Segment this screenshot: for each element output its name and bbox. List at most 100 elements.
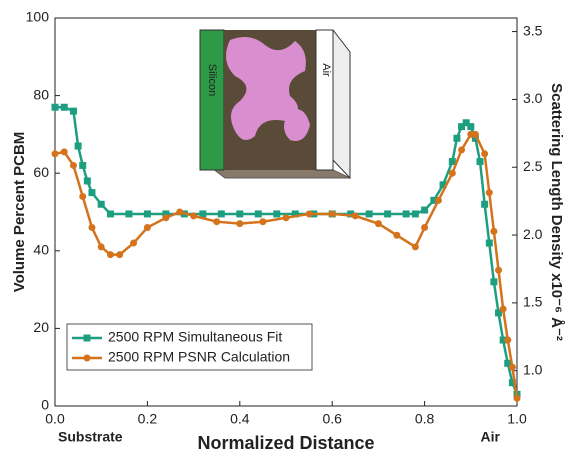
- marker: [513, 394, 521, 402]
- marker: [143, 224, 151, 232]
- x-tick-label: 0.4: [230, 411, 250, 427]
- y2-tick-label: 1.0: [523, 361, 543, 377]
- marker: [495, 309, 503, 317]
- inset: Silicon Air: [199, 29, 351, 180]
- y2-axis-label: Scattering Length Density x10⁻⁶ Å⁻²: [548, 83, 565, 341]
- marker: [499, 305, 507, 313]
- marker: [448, 169, 456, 177]
- marker: [51, 103, 59, 111]
- marker: [448, 158, 456, 166]
- x-tick-label: 0.8: [415, 411, 435, 427]
- marker: [508, 363, 516, 371]
- legend-marker: [83, 334, 91, 342]
- marker: [430, 196, 438, 204]
- marker: [74, 142, 82, 150]
- marker: [88, 189, 96, 197]
- marker: [282, 214, 290, 222]
- marker: [462, 119, 470, 127]
- marker: [79, 161, 87, 169]
- marker: [130, 239, 138, 247]
- marker: [490, 278, 498, 286]
- y2-tick-label: 2.0: [523, 226, 543, 242]
- marker: [79, 192, 87, 200]
- y2-tick-label: 1.5: [523, 294, 543, 310]
- marker: [504, 359, 512, 367]
- marker: [69, 107, 77, 115]
- inset-label: Silicon: [206, 64, 218, 96]
- marker: [458, 146, 466, 154]
- marker: [106, 210, 114, 218]
- marker: [508, 379, 516, 387]
- marker: [467, 123, 475, 131]
- marker: [476, 158, 484, 166]
- marker: [328, 210, 336, 218]
- y2-tick-label: 2.5: [523, 158, 543, 174]
- y-tick-label: 60: [33, 164, 49, 180]
- inset-label: Air: [320, 63, 332, 77]
- marker: [273, 210, 281, 218]
- marker: [162, 210, 170, 218]
- marker: [125, 210, 133, 218]
- marker: [176, 208, 184, 216]
- marker: [190, 212, 198, 220]
- marker: [481, 200, 489, 208]
- legend-marker: [83, 354, 91, 362]
- marker: [199, 210, 207, 218]
- y-tick-label: 20: [33, 319, 49, 335]
- marker: [60, 148, 68, 156]
- marker: [393, 231, 401, 239]
- y-tick-label: 80: [33, 86, 49, 102]
- marker: [439, 181, 447, 189]
- marker: [143, 210, 151, 218]
- legend: [66, 323, 313, 371]
- marker: [213, 218, 221, 226]
- y-axis-label: Volume Percent PCBM: [11, 132, 28, 293]
- marker: [458, 123, 466, 131]
- marker: [374, 220, 382, 228]
- marker: [453, 134, 461, 142]
- marker: [305, 210, 313, 218]
- marker: [236, 220, 244, 228]
- marker: [402, 210, 410, 218]
- annotation: Air: [481, 429, 501, 445]
- marker: [60, 103, 68, 111]
- marker: [471, 134, 479, 142]
- marker: [116, 251, 124, 259]
- y2-tick-label: 3.0: [523, 90, 543, 106]
- marker: [421, 224, 429, 232]
- x-tick-label: 0.2: [138, 411, 158, 427]
- y-tick-label: 40: [33, 242, 49, 258]
- x-tick-label: 0.6: [322, 411, 342, 427]
- marker: [504, 336, 512, 344]
- annotation: Substrate: [58, 429, 123, 445]
- marker: [411, 243, 419, 251]
- marker: [217, 210, 225, 218]
- y-tick-label: 0: [41, 397, 49, 413]
- marker: [485, 239, 493, 247]
- marker: [495, 266, 503, 274]
- marker: [490, 227, 498, 235]
- y-tick-label: 100: [26, 9, 50, 25]
- marker: [471, 130, 479, 138]
- marker: [51, 150, 59, 158]
- marker: [254, 210, 262, 218]
- marker: [365, 210, 373, 218]
- marker: [411, 210, 419, 218]
- x-tick-label: 0.0: [45, 411, 65, 427]
- marker: [351, 212, 359, 220]
- marker: [485, 189, 493, 197]
- marker: [347, 210, 355, 218]
- marker: [106, 251, 114, 259]
- marker: [481, 150, 489, 158]
- marker: [162, 214, 170, 222]
- marker: [83, 177, 91, 185]
- marker: [97, 243, 105, 251]
- marker: [259, 218, 267, 226]
- marker: [88, 224, 96, 232]
- y2-tick-label: 3.5: [523, 22, 543, 38]
- marker: [69, 161, 77, 169]
- marker: [384, 210, 392, 218]
- marker: [499, 336, 507, 344]
- marker: [291, 210, 299, 218]
